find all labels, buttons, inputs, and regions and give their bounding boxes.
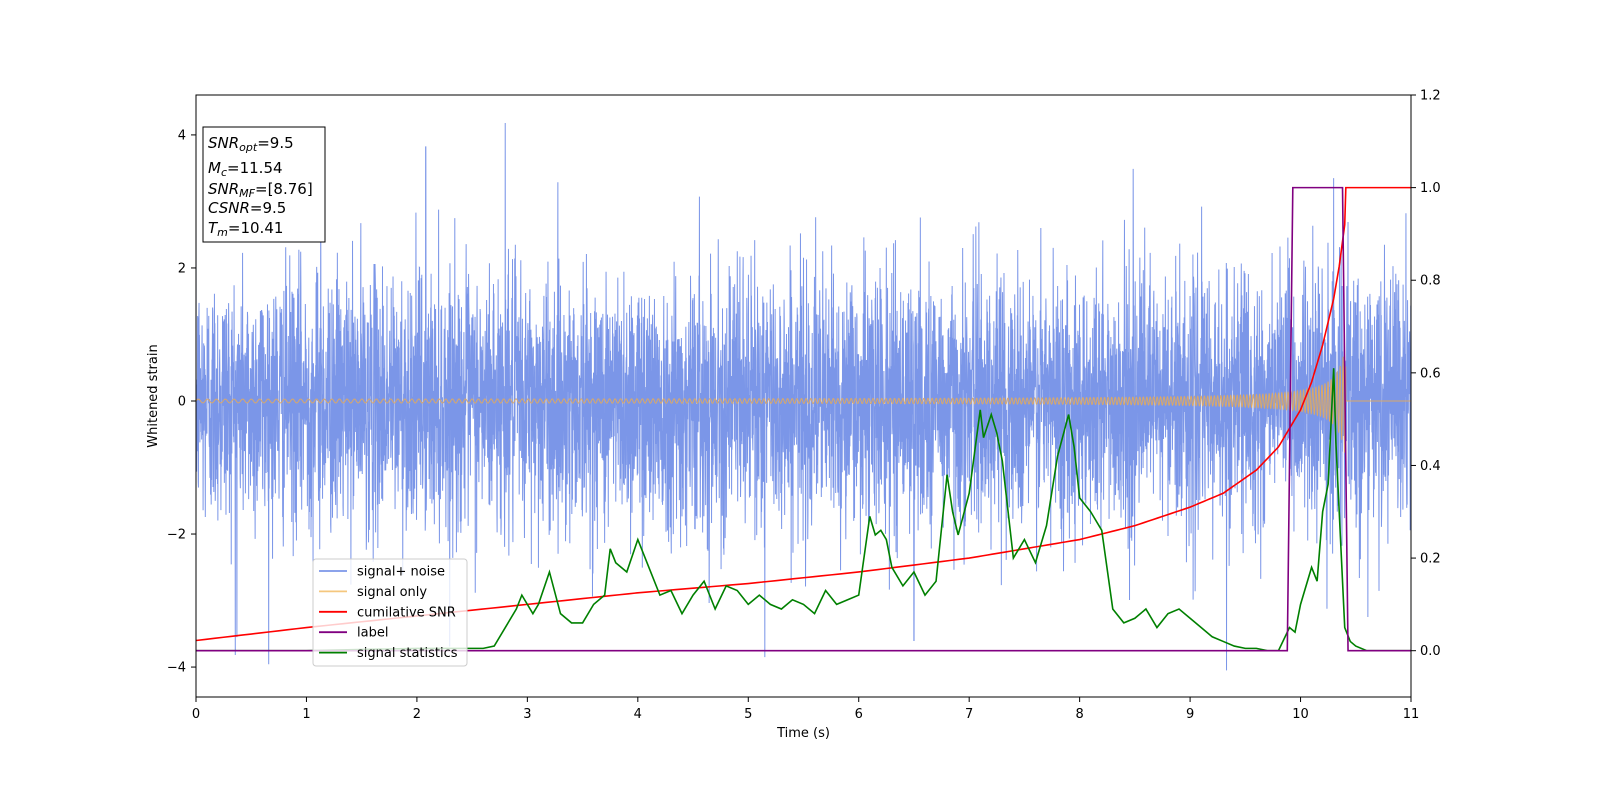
x-tick-label: 11: [1403, 707, 1420, 722]
annotation-subscript: MF: [239, 187, 255, 200]
x-tick-label: 4: [634, 707, 642, 722]
annotation-symbol: M: [208, 159, 221, 177]
annotation-subscript: c: [221, 166, 227, 179]
annotation-frame: [202, 126, 326, 243]
annotation-symbol: T: [208, 219, 219, 237]
y-left-tick-label: −2: [167, 528, 186, 543]
legend-label: label: [357, 626, 388, 641]
x-tick-label: 5: [744, 707, 752, 722]
x-tick-label: 1: [302, 707, 310, 722]
x-tick-label: 0: [192, 707, 200, 722]
plot-frame: [195, 94, 1412, 698]
y-right-tick-label: 1.0: [1420, 181, 1441, 196]
annotation-subscript: m: [217, 226, 228, 239]
y-left-tick-label: 4: [178, 128, 186, 143]
x-tick-label: 3: [523, 707, 531, 722]
annotation-value: =11.54: [227, 159, 283, 177]
y-right-tick-label: 0.0: [1420, 644, 1441, 659]
y-right-tick-label: 0.8: [1420, 274, 1441, 289]
annotation-value: =9.5: [250, 199, 286, 217]
annotation-symbol: SNR: [208, 180, 239, 198]
x-tick-label: 2: [413, 707, 421, 722]
y-right-tick-label: 0.4: [1420, 459, 1441, 474]
y-right-tick-label: 1.2: [1420, 89, 1441, 104]
legend-label: signal only: [357, 585, 427, 600]
series-line-signal-only: [196, 356, 1411, 453]
plot-series-layer: [196, 122, 1411, 671]
annotation-subscript: opt: [239, 141, 258, 154]
series-line-cumulative-snr: [196, 186, 1411, 642]
y-left-tick-label: 2: [178, 261, 186, 276]
x-tick-label: 9: [1186, 707, 1194, 722]
annotation-line: Mc=11.54: [208, 159, 283, 179]
annotation-line: Tm=10.41: [208, 219, 283, 239]
x-tick-label: 6: [855, 707, 863, 722]
annotation-value: =10.41: [228, 219, 284, 237]
annotation-box: SNRopt=9.5Mc=11.54SNRMF=[8.76]CSNR=9.5Tm…: [202, 126, 326, 243]
annotation-symbol: SNR: [208, 134, 239, 152]
y-axis-label: Whitened strain: [146, 344, 161, 447]
annotation-value: =[8.76]: [255, 180, 313, 198]
series-line-signal-statistics: [196, 368, 1411, 652]
y-right-tick-label: 0.2: [1420, 552, 1441, 567]
x-tick-label: 10: [1292, 707, 1309, 722]
legend-label: signal statistics: [357, 646, 458, 661]
x-tick-label: 7: [965, 707, 973, 722]
legend: signal+ noise signal only cumilative SNR la…: [312, 558, 468, 667]
axis-ticks-layer: 0 1 2 3 4 5 6 7 8 9 10 11 −4 −2 0 2 4 0.0 0.2 0.4 0.6 0.8 1.0 1…: [167, 89, 1441, 723]
legend-label: cumilative SNR: [357, 605, 456, 620]
series-line-label: [196, 186, 1411, 652]
y-left-tick-label: 0: [178, 394, 186, 409]
x-axis-label: Time (s): [776, 726, 830, 741]
annotation-line: SNRMF=[8.76]: [208, 180, 313, 200]
annotation-value: =9.5: [257, 134, 293, 152]
annotation-line: CSNR=9.5: [208, 199, 286, 217]
annotation-symbol: CSNR: [208, 199, 250, 217]
x-tick-label: 8: [1075, 707, 1083, 722]
legend-label: signal+ noise: [357, 565, 445, 580]
y-left-tick-label: −4: [167, 661, 186, 676]
legend-frame: [312, 558, 468, 667]
y-right-tick-label: 0.6: [1420, 366, 1441, 381]
series-line-signal-noise: [196, 122, 1411, 671]
annotation-line: SNRopt=9.5: [208, 134, 294, 154]
